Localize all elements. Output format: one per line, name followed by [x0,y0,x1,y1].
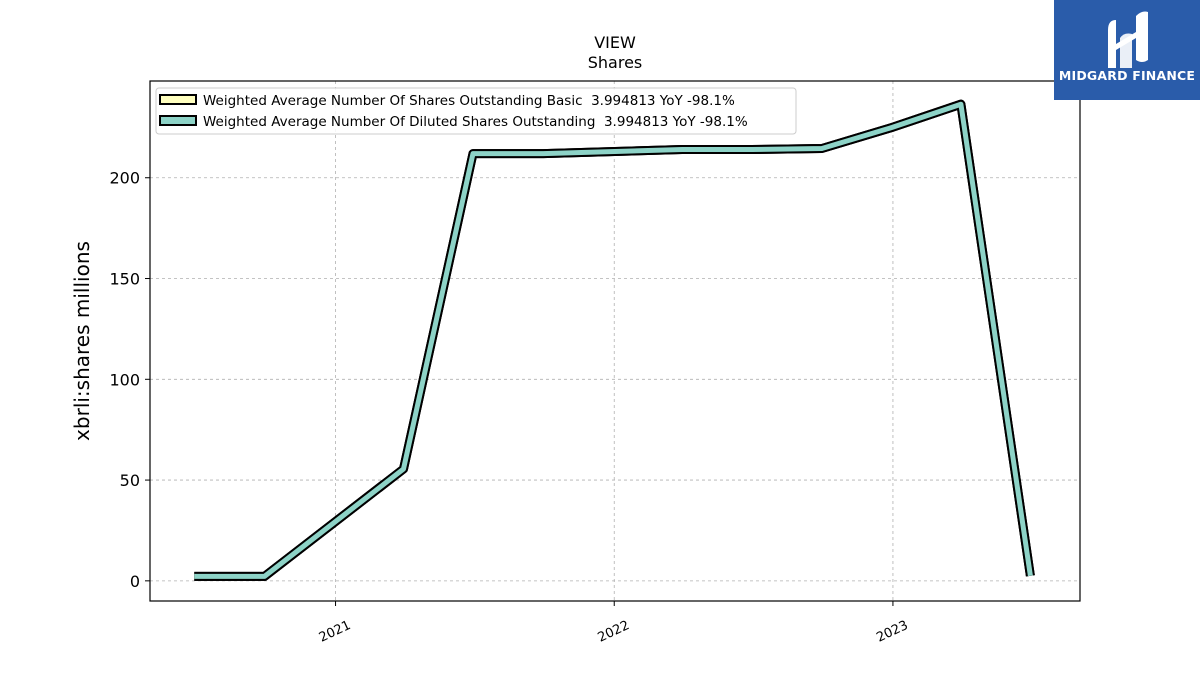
x-tick-label: 2021 [317,618,353,646]
x-axis: 2021 2022 2023 [317,601,911,646]
series-outline [194,99,1035,581]
series-line [194,101,1033,579]
data-point [682,149,683,150]
data-point [194,576,195,577]
data-point [1030,575,1031,576]
y-axis: 0 50 100 150 200 [109,169,150,591]
data-point [892,127,893,128]
y-tick-label: 50 [120,471,140,490]
x-tick-label: 2023 [874,618,910,646]
series-outline [194,99,1035,581]
legend-label: Weighted Average Number Of Diluted Share… [203,114,748,130]
data-point [264,576,265,577]
series-layer [194,99,1035,581]
grid-lines [150,81,1080,601]
y-tick-label: 100 [109,370,140,389]
legend-swatch [159,94,197,105]
y-axis-label: xbrli:shares millions [70,241,94,441]
chart-title: VIEW [594,33,636,52]
legend-box [155,87,797,135]
series-line [194,101,1033,579]
brand-logo: MIDGARD FINANCE [1054,0,1200,100]
y-tick-label: 0 [130,572,140,591]
data-point [543,153,544,154]
plot-frame [149,80,1081,602]
chart-subtitle: Shares [588,53,643,72]
legend: Weighted Average Number Of Shares Outsta… [155,87,797,135]
x-tick-label: 2022 [596,618,632,646]
data-point [821,148,822,149]
data-point [403,468,404,469]
midgard-logo-icon [1108,11,1148,68]
brand-name: MIDGARD FINANCE [1058,68,1196,83]
legend-label: Weighted Average Number Of Shares Outsta… [203,93,735,109]
y-tick-label: 200 [109,169,140,188]
legend-swatch [159,115,197,126]
data-point [960,104,961,105]
data-point [472,153,473,154]
data-point [751,149,752,150]
y-tick-label: 150 [109,270,140,289]
